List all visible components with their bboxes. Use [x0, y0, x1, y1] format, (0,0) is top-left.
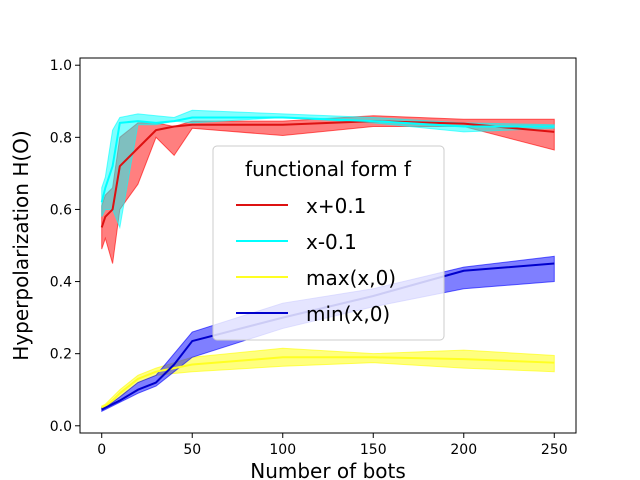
y-axis-ticks: 0.0 0.2 0.4 0.6 0.8 1.0: [50, 58, 80, 435]
x-tick-label: 250: [541, 442, 568, 458]
legend-label: min(x,0): [306, 302, 390, 326]
y-tick-label: 1.0: [50, 58, 72, 74]
x-tick-label: 150: [360, 442, 387, 458]
legend-box: [212, 145, 445, 341]
legend-label: x-0.1: [306, 230, 357, 254]
y-tick-label: 0.8: [50, 130, 72, 146]
legend-label: x+0.1: [306, 194, 366, 218]
line-max-x-0: [101, 356, 555, 409]
y-tick-label: 0.2: [50, 347, 72, 363]
y-tick-label: 0.4: [50, 275, 72, 291]
legend-label: max(x,0): [306, 266, 396, 290]
x-tick-label: 50: [183, 442, 201, 458]
band-min-x-0: [101, 255, 555, 413]
line-x-0-1: [100, 116, 555, 203]
x-tick-label: 200: [450, 442, 477, 458]
x-axis-label: Number of bots: [250, 459, 406, 480]
legend: functional form f x+0.1 x-0.1 max(x,0) min(…: [212, 145, 445, 341]
x-tick-label: 0: [97, 442, 106, 458]
x-tick-label: 100: [269, 442, 296, 458]
y-tick-label: 0.6: [50, 202, 72, 218]
y-axis-label: Hyperpolarization H(O): [9, 130, 33, 360]
plot-area-frame: [79, 57, 577, 434]
legend-title: functional form f: [245, 157, 412, 181]
legend-items: x+0.1 x-0.1 max(x,0) min(x,0): [236, 194, 396, 326]
x-axis-ticks: 0 50 100 150 200 250: [97, 433, 568, 458]
y-tick-label: 0.0: [50, 419, 72, 435]
